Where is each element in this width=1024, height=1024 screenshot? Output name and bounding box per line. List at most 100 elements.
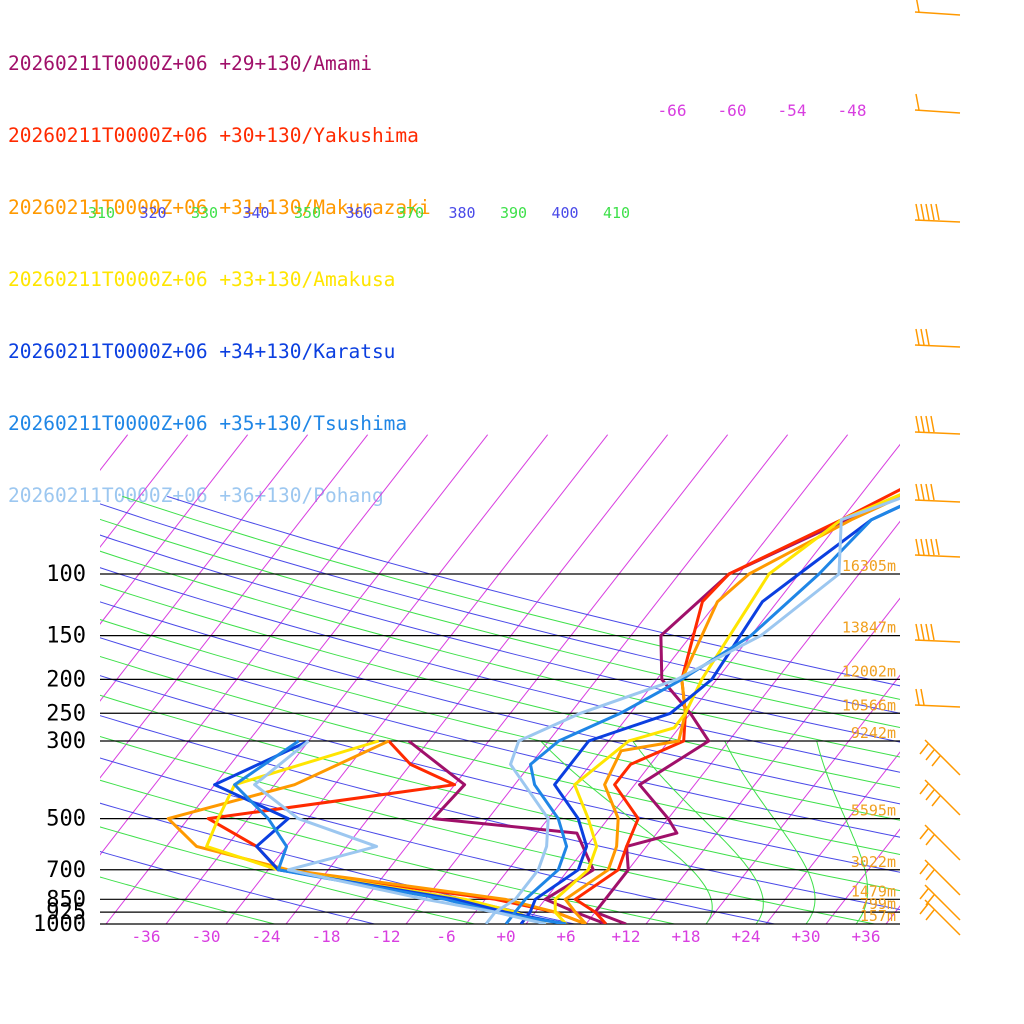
wind-barb-staff <box>914 639 961 643</box>
wind-barb-flag <box>915 483 920 501</box>
wind-barb-flag <box>925 909 935 921</box>
geopotential-height-label: 1479m <box>851 882 896 900</box>
upper-temperature-label: -54 <box>778 101 807 120</box>
wind-barb-staff <box>914 109 961 114</box>
theta-label: 370 <box>397 204 424 222</box>
wind-barb-flag <box>925 789 935 801</box>
temperature-tick-label: +30 <box>792 927 821 946</box>
temperature-tick-label: +24 <box>732 927 761 946</box>
sounding-profiles <box>166 488 900 924</box>
geopotential-height-label: 12002m <box>842 662 896 680</box>
wind-barb-flag <box>925 328 930 346</box>
wind-barb-staff <box>914 219 961 223</box>
wind-barb-flag <box>919 888 929 900</box>
wind-barb-flag <box>931 755 941 767</box>
potential-temperature-curve <box>100 655 900 856</box>
wind-barb-flag <box>920 328 925 346</box>
wind-barb-staff <box>914 499 961 503</box>
wind-barb-flag <box>925 623 930 641</box>
isotherm-line <box>825 828 900 924</box>
potential-temperature-curve <box>100 779 677 924</box>
potential-temperature-curve <box>100 826 477 924</box>
wind-barb-flag <box>920 688 925 706</box>
isotherm-line <box>765 751 900 924</box>
wind-barb-flag <box>919 743 929 755</box>
theta-label: 360 <box>346 204 373 222</box>
theta-label: 380 <box>449 204 476 222</box>
potential-temperature-curve <box>122 495 900 700</box>
legend: 20260211T0000Z+06 +29+130/Amami 20260211… <box>8 4 431 532</box>
legend-entry-karatsu: 20260211T0000Z+06 +34+130/Karatsu <box>8 340 396 363</box>
wind-barb-flag <box>925 415 930 433</box>
moist-adiabat-curve <box>724 740 816 924</box>
temperature-tick-label: +36 <box>852 927 881 946</box>
theta-label: 390 <box>500 204 527 222</box>
potential-temperature-curve <box>100 876 277 924</box>
temperature-profile-makurazaki <box>563 495 900 924</box>
wind-barb-flag <box>919 828 929 840</box>
upper-temperature-label: -60 <box>718 101 747 120</box>
temperature-tick-label: -6 <box>436 927 455 946</box>
wind-barb-flag <box>930 415 935 433</box>
wind-barb-flag <box>915 0 920 13</box>
wind-barb-staff <box>914 344 961 348</box>
temperature-profile-tsushima <box>504 504 900 924</box>
potential-temperature-curve <box>100 619 900 821</box>
temperature-profile-pohang <box>484 496 900 924</box>
potential-temperature-curve <box>100 518 900 729</box>
dewpoint-profile-amakusa <box>205 739 547 924</box>
pressure-label: 925 <box>46 900 86 925</box>
moist-adiabat-curve <box>540 740 713 924</box>
wind-barb-flag <box>919 783 929 795</box>
isotherm-line <box>885 905 900 924</box>
wind-barb-staff <box>924 899 961 936</box>
potential-temperature-curve <box>100 694 900 892</box>
wind-barb-flag <box>925 538 930 556</box>
wind-barb-flag <box>930 203 935 221</box>
legend-entry-makurazaki: 20260211T0000Z+06 +31+130/Makurazaki <box>8 196 431 219</box>
geopotential-height-label: 9242m <box>851 724 896 742</box>
isotherm-line <box>946 435 1024 924</box>
wind-barb-flag <box>925 869 935 881</box>
isotherm-line <box>1006 435 1024 924</box>
pressure-label: 250 <box>46 701 86 726</box>
isotherm-line <box>100 434 189 548</box>
wind-barb-flag <box>935 203 940 221</box>
wind-barb-flag <box>930 538 935 556</box>
wind-barb-flag <box>931 795 941 807</box>
wind-barb-flag <box>920 415 925 433</box>
temperature-tick-label: +6 <box>556 927 575 946</box>
pressure-label: 700 <box>46 858 86 883</box>
potential-temperature-curve <box>100 715 900 911</box>
pressure-label: 1000 <box>33 912 86 937</box>
wind-barb-flag <box>915 328 920 346</box>
geopotential-height-label: 5595m <box>851 802 896 820</box>
legend-entry-tsushima: 20260211T0000Z+06 +35+130/Tsushima <box>8 412 408 435</box>
moist-adiabat-curve <box>816 740 869 924</box>
wind-barb-flag <box>920 538 925 556</box>
dewpoint-profile-pohang <box>253 739 547 924</box>
wind-barb-flag <box>919 863 929 875</box>
moist-adiabat-curve <box>906 741 923 924</box>
pressure-label: 100 <box>46 562 86 587</box>
geopotential-height-label: 10566m <box>842 696 896 714</box>
temperature-profile-karatsu <box>519 504 900 924</box>
legend-entry-amami: 20260211T0000Z+06 +29+130/Amami <box>8 52 372 75</box>
potential-temperature-curve <box>100 850 377 924</box>
theta-label: 410 <box>603 204 630 222</box>
temperature-tick-label: -30 <box>192 927 221 946</box>
potential-temperature-curve <box>100 567 900 773</box>
temperature-tick-label: +0 <box>496 927 515 946</box>
wind-barb-staff <box>924 739 961 776</box>
temperature-tick-label: -36 <box>132 927 161 946</box>
wind-barb-flag <box>915 623 920 641</box>
wind-barb-flag <box>925 749 935 761</box>
wind-barb-staff <box>924 884 961 921</box>
pressure-label: 200 <box>46 667 86 692</box>
geopotential-height-label: 157m <box>860 907 896 925</box>
geopotential-height-label: 13847m <box>842 619 896 637</box>
legend-entry-yakushima: 20260211T0000Z+06 +30+130/Yakushima <box>8 124 419 147</box>
wind-barb-flag <box>930 623 935 641</box>
theta-label: 400 <box>552 204 579 222</box>
